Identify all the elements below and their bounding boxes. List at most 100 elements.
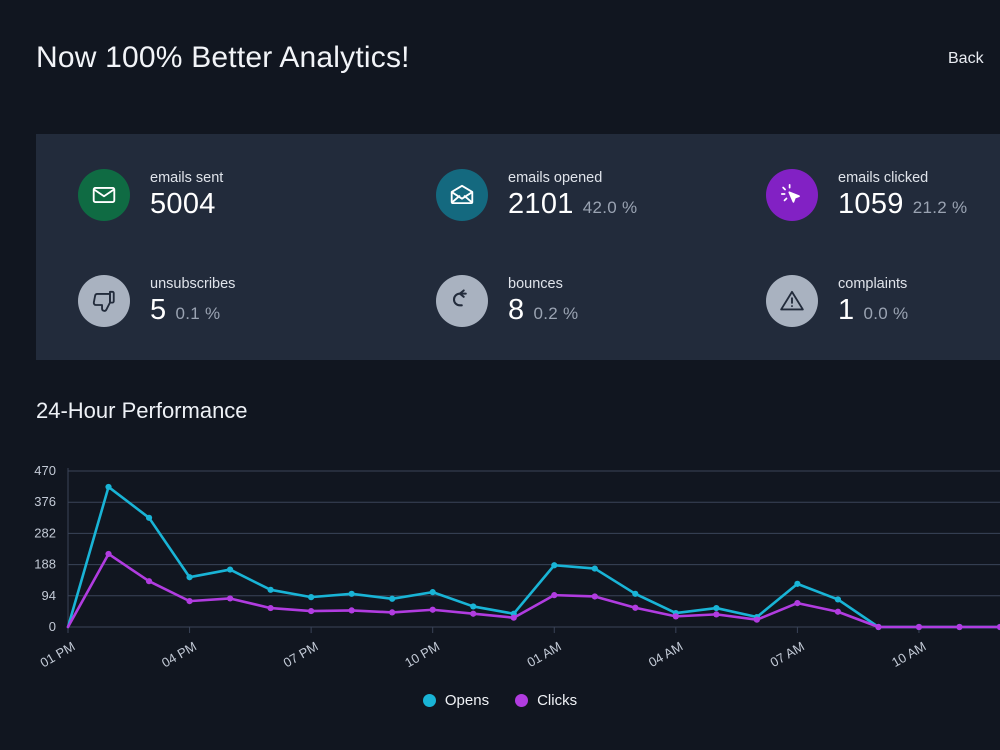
y-axis-tick-label: 470 <box>34 463 56 478</box>
stat-value-row: 5004 <box>150 190 223 219</box>
performance-chart: 0 94 188 282 376 470 01 PM 04 PM 07 PM 10 PM 01 AM… <box>0 440 1000 750</box>
series-point <box>429 606 436 613</box>
series-point <box>551 562 558 569</box>
series-point <box>308 594 315 601</box>
back-link[interactable]: Back <box>948 50 984 67</box>
series-point <box>956 623 963 631</box>
series-point <box>348 607 355 614</box>
series-point <box>794 580 801 587</box>
thumbs-down-icon <box>78 275 130 327</box>
series-point <box>551 592 558 599</box>
series-line <box>66 552 1000 629</box>
stat-text: emails opened 2101 42.0 % <box>508 170 637 220</box>
stat-card-bounces: bounces 8 0.2 % <box>436 275 578 327</box>
x-axis-tick-label: 04 AM <box>646 639 685 670</box>
series-point <box>348 590 355 597</box>
stat-value: 1059 <box>838 188 904 221</box>
x-axis-tick-label: 07 PM <box>281 639 321 671</box>
series-point <box>753 616 760 623</box>
series-point <box>429 589 436 596</box>
stat-card-unsubscribes: unsubscribes 5 0.1 % <box>78 275 235 327</box>
stat-value-row: 5 0.1 % <box>150 296 235 325</box>
series-point <box>794 600 801 607</box>
stat-percent: 0.0 % <box>863 304 909 324</box>
stat-value-row: 1 0.0 % <box>838 296 908 325</box>
stat-card-emails-sent: emails sent 5004 <box>78 169 223 221</box>
series-point <box>389 609 396 616</box>
y-axis-tick-label: 188 <box>34 557 56 572</box>
stat-value: 5 <box>150 294 167 327</box>
series-point <box>145 578 153 585</box>
series-point <box>834 608 842 615</box>
return-arrow-icon <box>436 275 488 327</box>
chart-gridlines: 0 94 188 282 376 470 <box>34 463 1000 634</box>
stat-text: emails clicked 1059 21.2 % <box>838 170 968 221</box>
x-axis: 01 PM 04 PM 07 PM 10 PM 01 AM 04 AM 07 AM 10 AM <box>37 627 928 670</box>
stat-label: bounces <box>508 275 563 292</box>
stat-card-emails-opened: emails opened 2101 42.0 % <box>436 169 637 221</box>
stat-text: complaints 1 0.0 % <box>838 275 908 326</box>
page-header: Now 100% Better Analytics! Back <box>0 0 1000 110</box>
x-axis-tick-label: 10 AM <box>889 639 928 670</box>
series-point <box>915 623 923 631</box>
chart-series-opens <box>66 483 1000 631</box>
x-axis-tick-label: 10 PM <box>402 639 442 671</box>
series-point <box>105 550 112 558</box>
series-point <box>267 604 274 612</box>
stat-value: 8 <box>508 294 525 327</box>
stat-card-emails-clicked: emails clicked 1059 21.2 % <box>766 169 967 221</box>
stat-text: bounces 8 0.2 % <box>508 275 578 326</box>
stat-value: 5004 <box>150 188 216 221</box>
legend-color-dot <box>515 694 529 707</box>
envelope-open-icon <box>436 169 488 221</box>
series-point <box>875 623 882 631</box>
x-axis-tick-label: 04 PM <box>159 639 199 671</box>
stat-value-row: 2101 42.0 % <box>508 190 637 219</box>
series-point <box>470 610 477 617</box>
series-point <box>389 595 396 602</box>
series-point <box>672 613 679 620</box>
series-point <box>308 607 315 615</box>
series-point <box>713 611 720 618</box>
stat-percent: 0.1 % <box>175 304 221 324</box>
series-point <box>186 574 193 581</box>
stat-percent: 42.0 % <box>582 198 638 218</box>
envelope-closed-icon <box>78 169 130 221</box>
stats-panel: emails sent 5004 emails opened 2101 42.0 % em… <box>36 134 1000 360</box>
series-point <box>632 590 639 597</box>
series-point <box>713 604 720 612</box>
chart-title: 24-Hour Performance <box>36 398 248 423</box>
x-axis-tick-label: 07 AM <box>767 639 806 670</box>
series-point <box>834 596 842 603</box>
stat-value: 1 <box>838 294 855 327</box>
series-point <box>267 586 274 593</box>
chart-legend: Opens Clicks <box>0 692 1000 709</box>
series-point <box>186 598 193 605</box>
stat-percent: 0.2 % <box>533 304 579 324</box>
page-title: Now 100% Better Analytics! <box>36 41 410 74</box>
legend-label: Clicks <box>537 692 578 709</box>
series-point <box>632 604 639 611</box>
stat-percent: 21.2 % <box>912 198 968 218</box>
warning-triangle-icon <box>766 275 818 327</box>
legend-item-clicks[interactable]: Clicks <box>515 692 577 709</box>
series-point <box>226 566 234 573</box>
series-point <box>226 595 234 602</box>
legend-item-opens[interactable]: Opens <box>422 692 490 709</box>
y-axis-tick-label: 376 <box>34 494 56 509</box>
stat-label: complaints <box>838 275 908 292</box>
series-point <box>470 603 477 610</box>
legend-color-dot <box>422 694 436 707</box>
y-axis-tick-label: 0 <box>49 619 56 634</box>
chart-canvas: 0 94 188 282 376 470 01 PM 04 PM 07 PM 10 PM 01 AM… <box>34 463 1000 670</box>
legend-label: Opens <box>444 692 490 709</box>
cursor-click-icon <box>766 169 818 221</box>
x-axis-tick-label: 01 PM <box>37 639 77 671</box>
y-axis-tick-label: 94 <box>42 588 56 603</box>
stat-value: 2101 <box>508 188 574 221</box>
stat-text: unsubscribes 5 0.1 % <box>150 276 235 326</box>
series-point <box>591 593 598 600</box>
stat-value-row: 8 0.2 % <box>508 296 578 325</box>
series-line <box>66 485 1000 629</box>
chart-series-clicks <box>66 550 1000 631</box>
